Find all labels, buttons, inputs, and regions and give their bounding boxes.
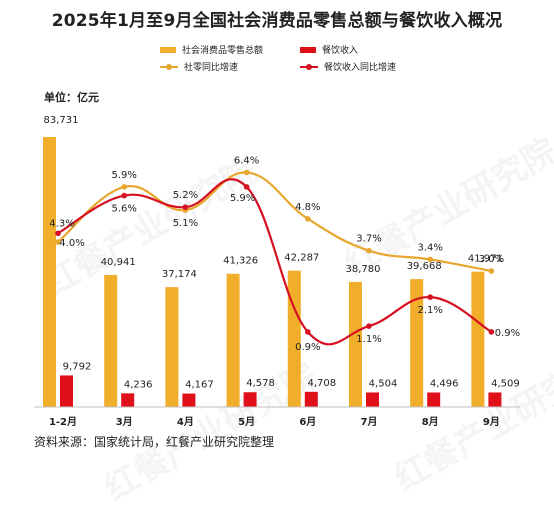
catering-growth-point (182, 204, 189, 210)
catering-value-label: 4,578 (246, 378, 275, 389)
retail-bar (165, 287, 179, 407)
catering-bar (182, 393, 196, 407)
catering-value-label: 9,792 (63, 361, 92, 372)
source-note: 资料来源：国家统计局，红餐产业研究院整理 (34, 435, 275, 449)
catering-bar (60, 375, 73, 407)
unit-label: 单位：亿元 (44, 91, 99, 104)
retail-growth-point (427, 256, 434, 263)
x-tick-label: 3月 (116, 416, 133, 428)
retail-value-label: 83,731 (44, 115, 79, 126)
retail-growth-label: 5.9% (111, 170, 136, 181)
x-tick-label: 4月 (177, 416, 194, 428)
retail-value-label: 38,780 (346, 264, 381, 275)
retail-growth-point (55, 239, 61, 245)
catering-growth-point (121, 192, 127, 199)
catering-growth-point (305, 329, 311, 335)
legend-label-catering: 餐饮收入 (322, 46, 359, 56)
chart-page: 2025年1月至9月全国社会消费品零售总额与餐饮收入概况 社会消费品零售总额 餐… (34, 11, 554, 509)
catering-growth-label: 0.9% (295, 342, 320, 353)
legend-item-retail: 社会消费品零售总额 (160, 43, 263, 56)
catering-value-label: 4,167 (185, 380, 214, 391)
catering-bar (121, 393, 135, 407)
retail-bar (104, 274, 118, 407)
catering-bar (427, 392, 441, 407)
retail-growth-label: 3.7% (356, 234, 381, 245)
catering-bar (488, 392, 502, 407)
retail-growth-label: 5.1% (173, 218, 198, 229)
catering-growth-point (243, 184, 250, 190)
retail-bar (287, 270, 301, 407)
catering-growth-label: 4.3% (49, 218, 74, 229)
retail-value-label: 39,668 (407, 261, 442, 272)
retail-value-label: 40,941 (101, 257, 136, 268)
retail-growth-label: 4.8% (295, 202, 320, 213)
legend-item-catering-growth: 餐饮收入同比增速 (300, 60, 396, 73)
legend-label-retail: 社会消费品零售总额 (182, 46, 264, 56)
catering-growth-label: 5.9% (230, 193, 255, 204)
retail-bar (471, 271, 485, 407)
retail-bar (349, 281, 362, 407)
retail-bar (43, 137, 56, 407)
legend-swatch-retail-growth (160, 63, 178, 71)
retail-growth-label: 6.4% (234, 155, 259, 166)
legend-swatch-catering (300, 46, 316, 53)
x-tick-label: 5月 (238, 416, 255, 428)
retail-value-label: 41,971 (468, 254, 503, 265)
retail-growth-point (488, 268, 495, 274)
catering-growth-point (488, 329, 495, 335)
legend-swatch-catering-growth (300, 63, 318, 71)
x-tick-label: 9月 (483, 416, 500, 428)
retail-growth-label: 4.0% (59, 238, 84, 249)
catering-bar (243, 392, 257, 407)
catering-growth-point (427, 294, 434, 300)
legend-item-catering: 餐饮收入 (300, 43, 358, 56)
retail-growth-point (366, 247, 372, 254)
catering-growth-label: 0.9% (495, 328, 520, 339)
catering-value-label: 4,708 (307, 378, 336, 389)
retail-growth-point (243, 169, 250, 176)
chart-title: 2025年1月至9月全国社会消费品零售总额与餐饮收入概况 (51, 11, 503, 31)
catering-growth-point (366, 323, 372, 329)
catering-growth-label: 5.6% (111, 204, 136, 215)
x-tick-label: 8月 (422, 416, 439, 428)
chart-svg: 83,731 9,792 1-2月 40,941 4,236 3月 37,174 4,167 4… (34, 115, 520, 428)
retail-growth-label: 3.4% (417, 242, 442, 253)
legend-label-retail-growth: 社零同比增速 (184, 63, 239, 73)
catering-value-label: 4,509 (491, 378, 520, 389)
catering-bar (304, 391, 318, 407)
catering-growth-label: 5.2% (173, 190, 198, 201)
legend-item-retail-growth: 社零同比增速 (160, 60, 238, 73)
retail-growth-label: 3.0% (479, 254, 504, 265)
legend-label-catering-growth: 餐饮收入同比增速 (324, 63, 397, 73)
retail-value-label: 41,326 (223, 256, 258, 267)
legend-swatch-retail (160, 46, 176, 53)
x-tick-label: 6月 (299, 416, 316, 428)
retail-growth-point (305, 216, 311, 222)
x-tick-label: 7月 (361, 416, 378, 428)
retail-value-label: 37,174 (162, 269, 197, 280)
catering-value-label: 4,496 (430, 379, 459, 390)
catering-bar (366, 392, 379, 407)
catering-value-label: 4,236 (124, 379, 153, 390)
catering-value-label: 4,504 (369, 378, 398, 389)
retail-bar (410, 279, 424, 407)
retail-growth-point (121, 184, 127, 190)
catering-growth-label: 2.1% (417, 305, 442, 316)
x-tick-label: 1-2月 (49, 416, 77, 428)
catering-growth-label: 1.1% (356, 334, 381, 345)
retail-bar (226, 273, 240, 407)
catering-growth-line (57, 178, 492, 346)
catering-growth-point (55, 230, 61, 237)
retail-value-label: 42,287 (284, 253, 319, 264)
